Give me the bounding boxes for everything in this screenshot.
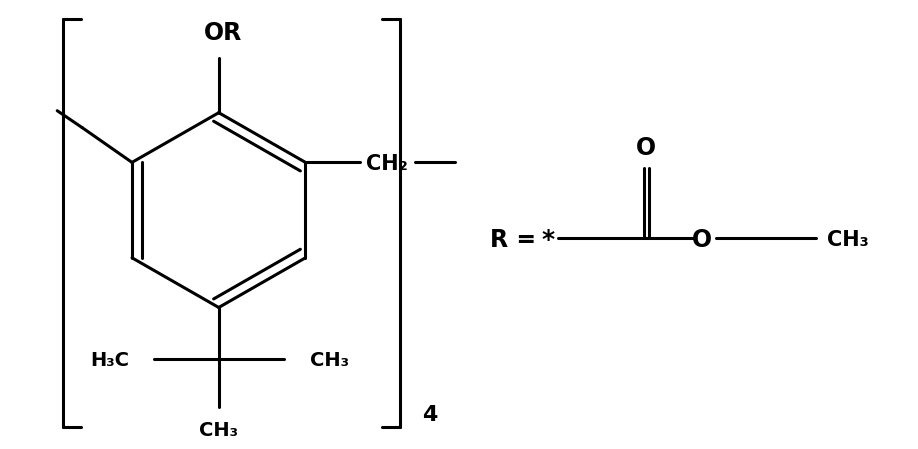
Text: *: * <box>542 228 554 252</box>
Text: R =: R = <box>490 228 536 252</box>
Text: CH₃: CH₃ <box>199 421 239 440</box>
Text: CH₃: CH₃ <box>310 351 350 370</box>
Text: OR: OR <box>204 21 241 45</box>
Text: CH₂: CH₂ <box>366 154 409 174</box>
Text: O: O <box>692 228 712 252</box>
Text: CH₃: CH₃ <box>827 230 868 250</box>
Text: 4: 4 <box>422 405 438 425</box>
Text: H₃C: H₃C <box>90 351 129 370</box>
Text: O: O <box>636 136 656 160</box>
